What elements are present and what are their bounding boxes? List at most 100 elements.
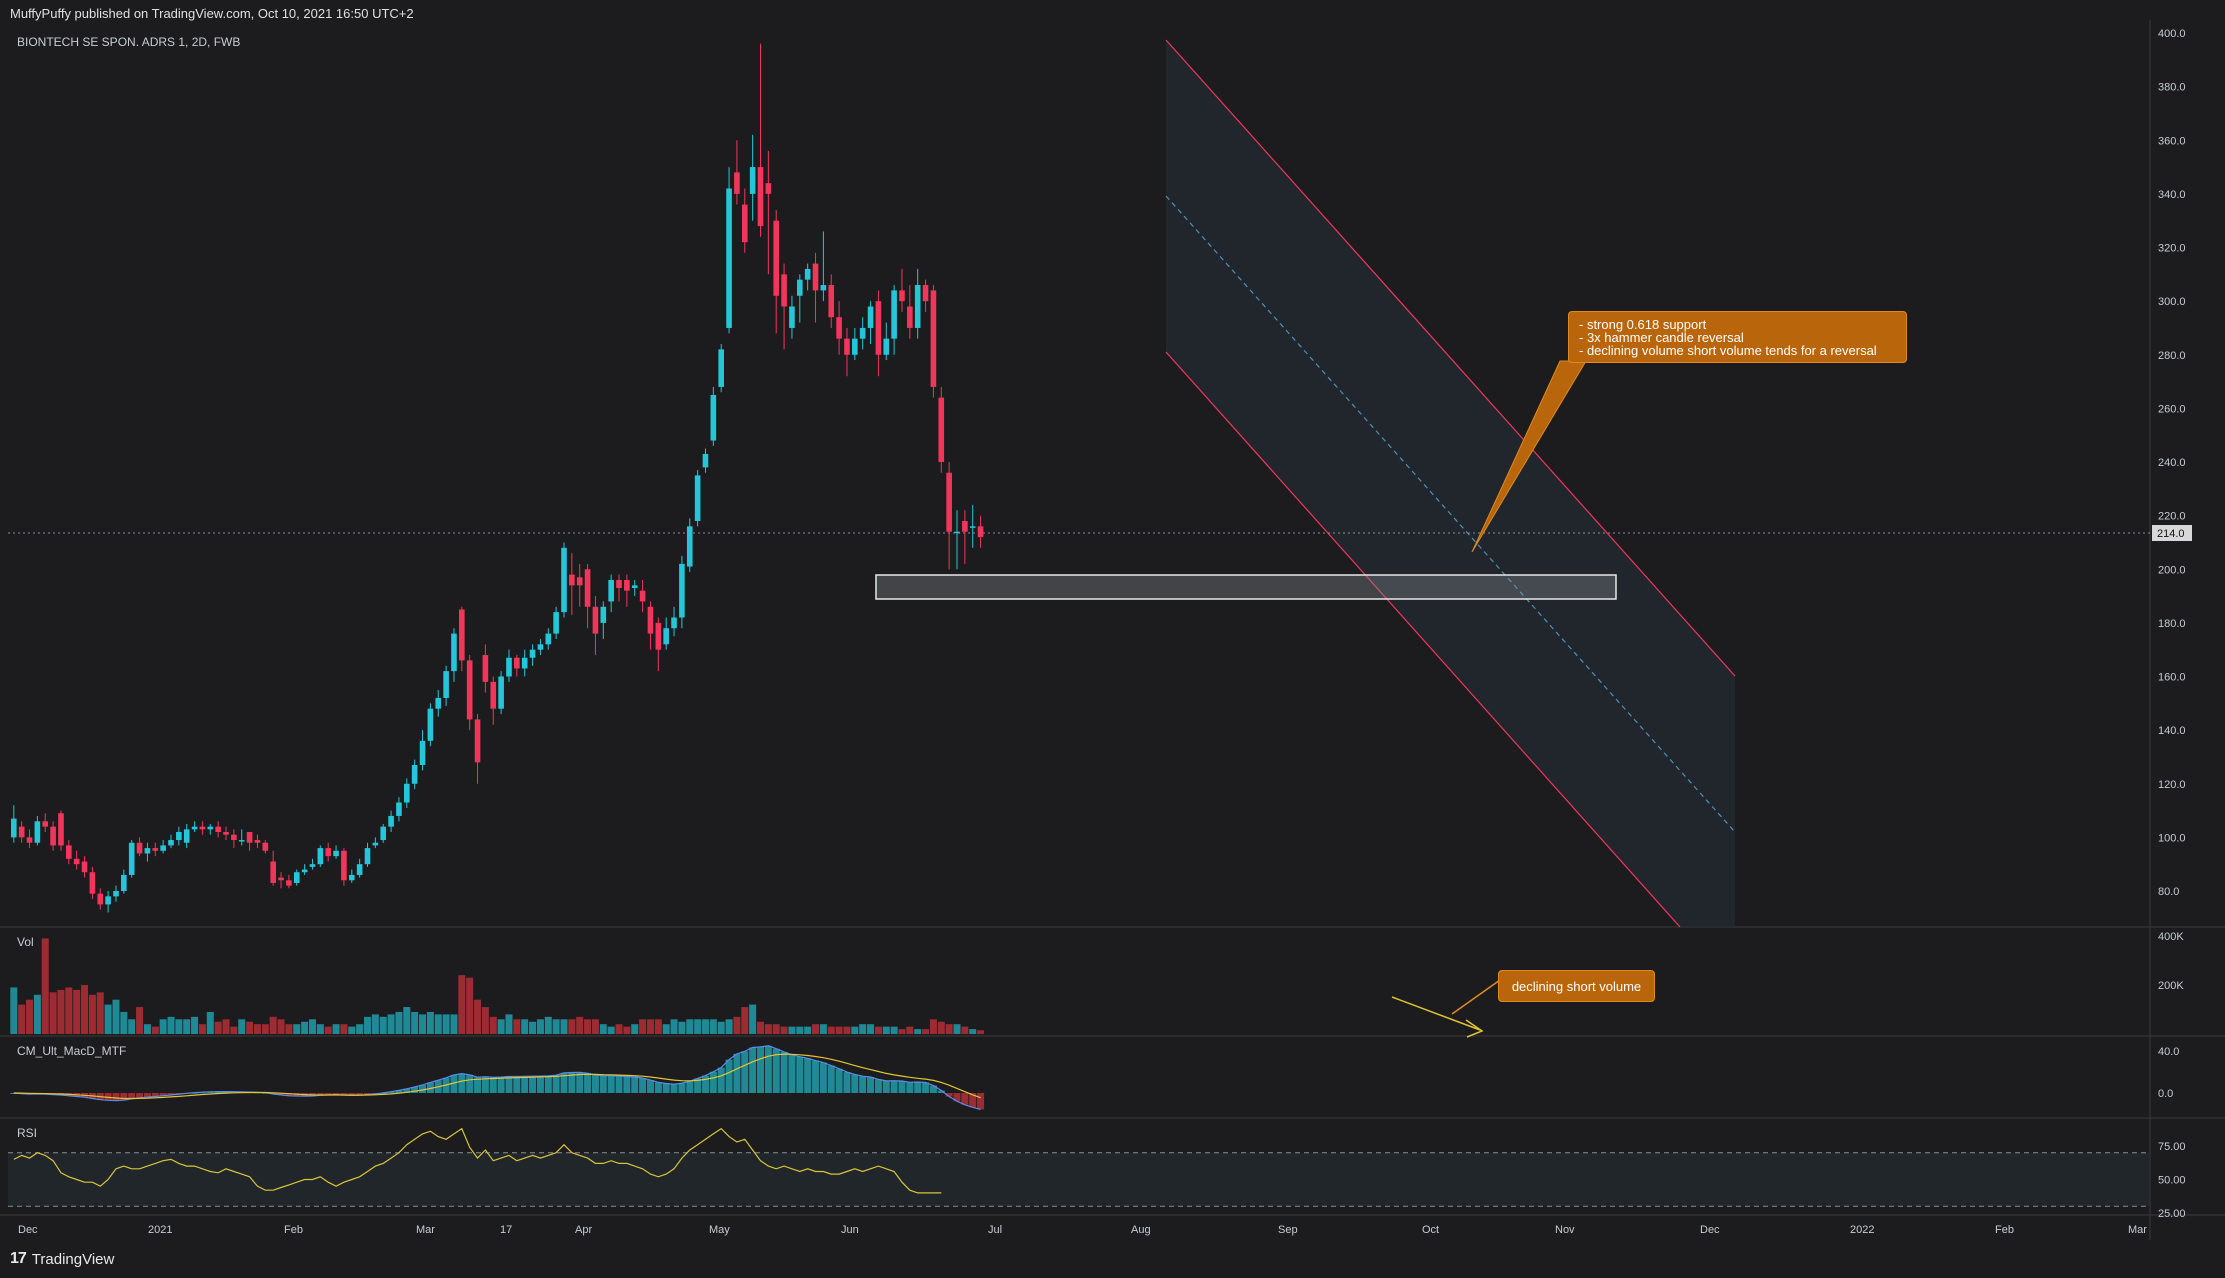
candle-body — [254, 840, 261, 843]
volume-bar — [576, 1016, 584, 1034]
candle-body — [820, 285, 827, 291]
volume-bar — [788, 1026, 796, 1034]
price-tick-label: 260.0 — [2158, 403, 2186, 415]
macd-histogram-bar — [639, 1078, 647, 1093]
candle-body — [73, 858, 80, 865]
volume-bar — [403, 1007, 411, 1034]
macd-histogram-bar — [678, 1083, 686, 1093]
price-tick-label: 400.0 — [2158, 28, 2186, 40]
volume-bar — [191, 1016, 199, 1034]
volume-bar — [678, 1021, 686, 1034]
annotation-line: - strong 0.618 support — [1579, 317, 1707, 332]
volume-bar — [26, 999, 34, 1034]
macd-histogram-bar — [120, 1093, 128, 1101]
macd-histogram-bar — [426, 1082, 434, 1093]
macd-histogram-bar — [859, 1076, 867, 1093]
macd-histogram-bar — [929, 1085, 937, 1093]
candle-body — [451, 633, 457, 672]
volume-bar — [332, 1024, 340, 1034]
annotation-support-note: - strong 0.618 support - 3x hammer candl… — [1568, 311, 1907, 363]
macd-histogram-bar — [599, 1075, 607, 1093]
candle-body — [26, 837, 33, 843]
volume-bar — [670, 1019, 678, 1034]
volume-bar — [419, 1014, 427, 1034]
note2-arrow — [1391, 996, 1481, 1031]
last-price-badge — [2152, 525, 2192, 541]
candle-body — [647, 606, 654, 634]
macd-histogram-bar — [764, 1045, 772, 1093]
macd-histogram-bar — [458, 1073, 466, 1093]
candle-body — [844, 338, 850, 355]
candle-body — [89, 872, 96, 894]
candle-body — [231, 834, 237, 841]
volume-bar — [222, 1019, 230, 1034]
volume-bar — [324, 1026, 332, 1034]
volume-bar — [411, 1011, 419, 1034]
candle-body — [836, 317, 842, 339]
volume-bar — [937, 1021, 945, 1034]
rsi-line — [13, 1127, 942, 1194]
volume-bar — [607, 1026, 615, 1034]
macd-histogram-bar — [969, 1093, 977, 1108]
annotation-line: - 3x hammer candle reversal — [1579, 330, 1744, 345]
support-zone — [875, 574, 1617, 600]
volume-bar — [120, 1011, 128, 1034]
candle-body — [388, 815, 394, 827]
macd-histogram-bar — [749, 1047, 757, 1093]
last-price-label: 214.0 — [2157, 528, 2185, 540]
macd-histogram-bar — [733, 1053, 741, 1093]
candle-body — [238, 840, 245, 842]
volume-bar — [136, 1007, 144, 1034]
macd-histogram-bar — [874, 1079, 882, 1093]
note2-arrow-head — [1465, 1019, 1484, 1038]
volume-bar — [387, 1014, 395, 1034]
volume-bar — [269, 1016, 277, 1034]
candle-body — [946, 472, 952, 532]
candle-body — [576, 577, 583, 586]
volume-bar — [364, 1016, 371, 1034]
macd-histogram-bar — [772, 1048, 780, 1093]
macd-histogram-bar — [623, 1076, 631, 1093]
volume-bar — [246, 1021, 254, 1034]
volume-bar — [945, 1024, 953, 1034]
volume-bar — [686, 1019, 694, 1034]
candle-body — [176, 832, 182, 841]
volume-bar — [356, 1024, 364, 1034]
rsi-tick-label: 50.00 — [2158, 1175, 2186, 1187]
candle-body — [741, 204, 748, 243]
volume-bar — [977, 1030, 985, 1034]
candle-body — [694, 475, 701, 521]
candle-body — [608, 579, 614, 602]
macd-histogram-bar — [364, 1093, 371, 1095]
candle-body — [679, 563, 685, 618]
volume-bar — [906, 1026, 914, 1034]
macd-histogram-bar — [285, 1093, 293, 1096]
macd-histogram-bar — [937, 1090, 945, 1093]
candle-body — [797, 279, 803, 296]
candle-body — [34, 821, 41, 843]
macd-histogram-bar — [474, 1077, 482, 1093]
macd-histogram-bar — [709, 1071, 717, 1093]
macd-histogram-bar — [584, 1073, 592, 1093]
volume-bar — [33, 994, 41, 1034]
macd-histogram-bar — [222, 1091, 230, 1093]
macd-histogram-bar — [112, 1093, 120, 1101]
candle-body — [121, 874, 127, 891]
volume-bar — [104, 1004, 112, 1034]
volume-bar — [73, 989, 81, 1034]
volume-bar — [843, 1026, 851, 1034]
candle-body — [907, 306, 913, 328]
macd-histogram-bar — [277, 1093, 285, 1095]
macd-histogram-bar — [513, 1076, 521, 1093]
candle-body — [977, 526, 984, 538]
macd-histogram-bar — [662, 1083, 670, 1093]
macd-histogram-bar — [536, 1076, 544, 1093]
price-tick-label: 360.0 — [2158, 135, 2186, 147]
macd-histogram-bar — [701, 1075, 709, 1093]
candle-body — [718, 349, 724, 387]
candle-body — [663, 628, 669, 645]
volume-bar — [521, 1019, 529, 1034]
rsi-tick-label: 25.00 — [2158, 1208, 2186, 1220]
rsi-label: RSI — [17, 1126, 37, 1140]
